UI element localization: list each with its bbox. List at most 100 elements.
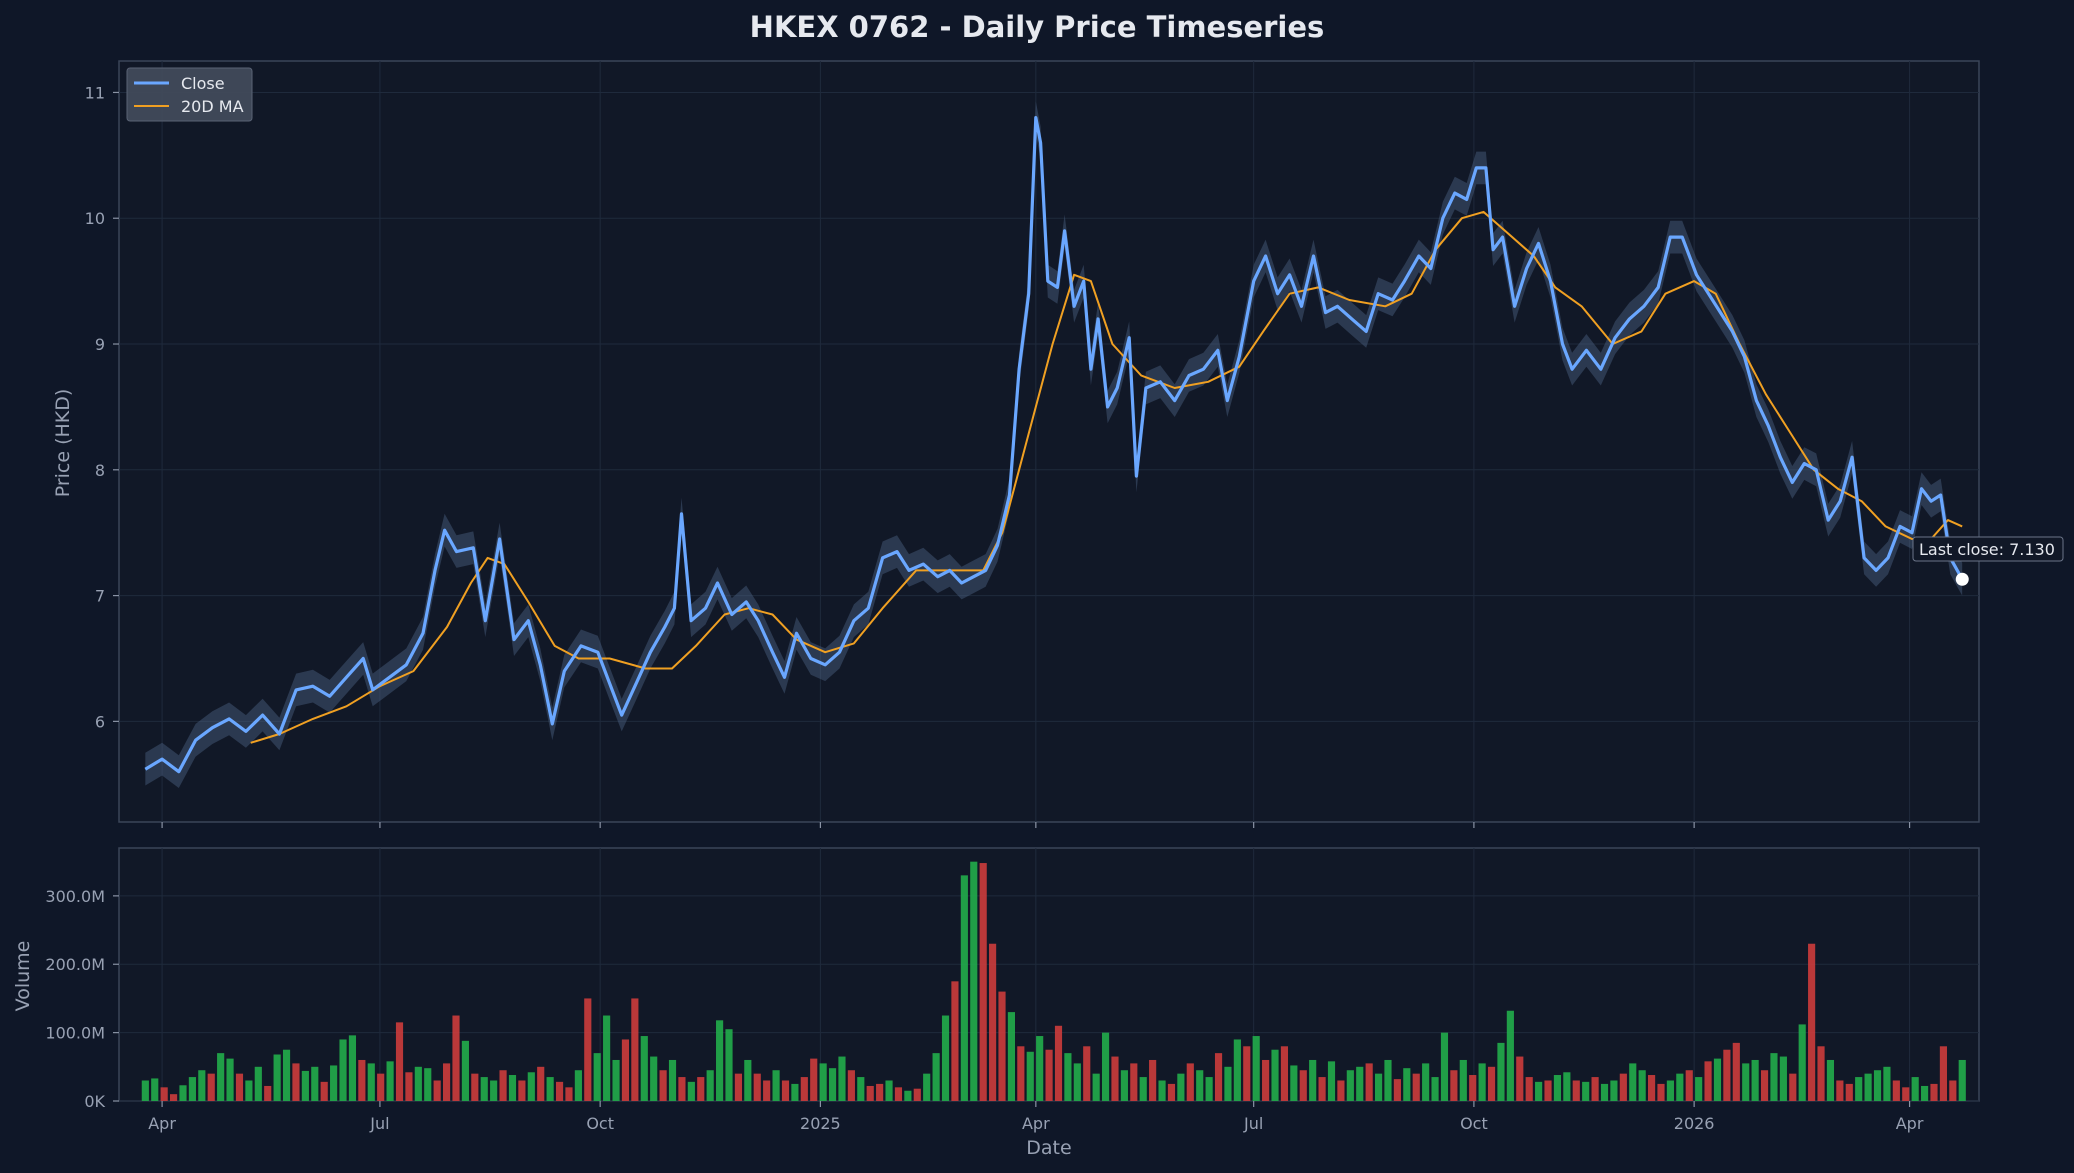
volume-bar <box>791 1083 799 1101</box>
volume-bar <box>1921 1085 1929 1101</box>
volume-bar <box>348 1035 357 1101</box>
volume-bar <box>1374 1073 1383 1101</box>
last-close-marker <box>1955 572 1969 586</box>
volume-bar <box>1892 1080 1900 1101</box>
last-close-label: Last close: 7.130 <box>1919 540 2055 559</box>
volume-bar <box>979 863 987 1101</box>
volume-bar <box>1365 1063 1373 1101</box>
volume-bar <box>819 1063 827 1101</box>
volume-bar <box>1883 1066 1891 1101</box>
volume-bar <box>151 1078 159 1101</box>
volume-bar <box>960 875 968 1101</box>
volume-tick-label: 300.0M <box>45 887 105 906</box>
volume-bar <box>659 1070 667 1101</box>
volume-bar <box>847 1070 855 1101</box>
volume-bar <box>433 1080 441 1101</box>
volume-bar <box>894 1087 903 1101</box>
volume-bar <box>678 1077 686 1101</box>
volume-bar <box>640 1036 648 1101</box>
chart-title: HKEX 0762 - Daily Price Timeseries <box>750 10 1325 44</box>
volume-bar <box>1873 1070 1882 1101</box>
volume-bar <box>1676 1073 1684 1101</box>
volume-bar <box>386 1061 394 1101</box>
volume-bar <box>593 1053 601 1101</box>
volume-bar <box>1149 1059 1157 1101</box>
volume-bar <box>1845 1083 1853 1101</box>
volume-bar <box>1073 1063 1081 1101</box>
volume-bar <box>414 1066 422 1101</box>
volume-bar <box>650 1056 658 1101</box>
volume-bar <box>1958 1059 1966 1101</box>
volume-bar <box>1337 1080 1345 1101</box>
volume-bar <box>631 998 639 1101</box>
volume-bar <box>1779 1056 1787 1101</box>
volume-bar <box>1459 1059 1467 1101</box>
volume-bar <box>1563 1072 1571 1101</box>
volume-bar <box>1826 1059 1835 1101</box>
volume-bar <box>198 1070 206 1101</box>
volume-bar <box>810 1058 818 1101</box>
volume-bar <box>1393 1079 1401 1101</box>
volume-bar <box>1224 1066 1232 1101</box>
volume-bar <box>1770 1053 1778 1101</box>
volume-bar <box>1054 1025 1063 1101</box>
volume-bar <box>876 1083 884 1101</box>
volume-bar <box>339 1039 347 1101</box>
volume-bar <box>282 1049 291 1101</box>
volume-bar <box>320 1081 328 1101</box>
volume-bar <box>443 1063 451 1101</box>
volume-bar <box>527 1072 535 1101</box>
legend-label-ma: 20D MA <box>181 97 244 116</box>
price-series <box>144 116 1964 774</box>
volume-bar <box>1949 1080 1957 1101</box>
volume-bar <box>1299 1070 1307 1101</box>
legend-box <box>126 67 253 122</box>
volume-bar <box>1582 1081 1590 1101</box>
price-tick-label: 11 <box>85 83 105 102</box>
volume-bar <box>1318 1077 1326 1101</box>
volume-bar <box>1855 1077 1863 1101</box>
volume-bar <box>612 1059 620 1101</box>
volume-bar <box>1544 1080 1552 1101</box>
volume-bar <box>1017 1046 1025 1101</box>
x-tick-label: Apr <box>1022 1114 1050 1133</box>
volume-bar <box>1685 1070 1693 1101</box>
volume-bar <box>1158 1080 1166 1101</box>
volume-bar <box>1742 1063 1750 1101</box>
volume-bar <box>1619 1073 1627 1101</box>
volume-bar <box>1083 1046 1091 1101</box>
volume-bar <box>546 1077 554 1101</box>
volume-bar <box>490 1080 498 1101</box>
volume-bar <box>904 1090 912 1101</box>
volume-bar <box>970 861 978 1101</box>
volume-bar <box>1553 1075 1562 1101</box>
volume-bar <box>395 1022 404 1101</box>
volume-bar <box>1036 1036 1044 1101</box>
x-tick-label: Jul <box>1243 1114 1263 1133</box>
volume-bar <box>508 1075 517 1101</box>
volume-bar <box>424 1068 432 1101</box>
volume-axis-label: Volume <box>12 941 34 1012</box>
volume-tick-label: 0K <box>84 1092 105 1111</box>
volume-bar <box>1092 1073 1100 1101</box>
volume-bars <box>141 861 1966 1101</box>
price-grid <box>119 61 1979 822</box>
volume-bar <box>160 1087 168 1101</box>
volume-bar <box>264 1085 272 1101</box>
volume-bar <box>1657 1083 1665 1101</box>
volume-bar <box>141 1080 149 1101</box>
volume-bar <box>998 991 1006 1101</box>
volume-bar <box>1422 1063 1430 1101</box>
volume-bar <box>725 1029 733 1101</box>
volume-tick-label: 100.0M <box>45 1024 105 1043</box>
volume-bar <box>584 998 592 1101</box>
volume-bar <box>763 1080 771 1101</box>
volume-bar <box>471 1073 479 1101</box>
volume-bar <box>1233 1039 1241 1101</box>
y-axis-label: Price (HKD) <box>52 389 74 498</box>
price-tick-label: 8 <box>95 461 105 480</box>
volume-bar <box>1572 1080 1580 1101</box>
volume-bar <box>1384 1059 1392 1101</box>
volume-bar <box>1026 1051 1034 1101</box>
